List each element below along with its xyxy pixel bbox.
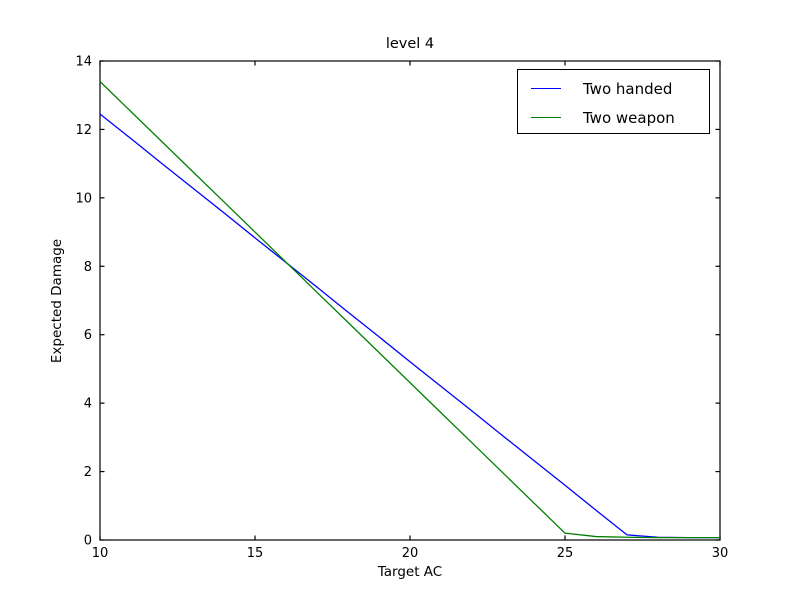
legend-label: Two handed bbox=[583, 79, 673, 98]
chart-title: level 4 bbox=[385, 36, 435, 52]
data-line-two-weapon bbox=[99, 81, 720, 539]
legend-line-sample-green bbox=[531, 117, 561, 118]
x-tick-label: 30 bbox=[712, 546, 729, 561]
y-tick-label: 2 bbox=[84, 465, 92, 480]
legend-line-sample-blue bbox=[531, 88, 561, 89]
y-tick-label: 0 bbox=[84, 534, 92, 549]
x-tick-label: 15 bbox=[247, 546, 264, 561]
y-tick-label: 4 bbox=[84, 397, 92, 412]
y-tick-label: 14 bbox=[75, 55, 92, 70]
y-tick-label: 12 bbox=[75, 123, 92, 138]
legend: Two handed Two weapon bbox=[517, 69, 710, 134]
x-tick-label: 25 bbox=[557, 546, 574, 561]
data-line-two-handed bbox=[99, 113, 720, 539]
x-axis-label: Target AC bbox=[377, 564, 443, 580]
legend-entry-two-handed: Two handed bbox=[518, 74, 709, 103]
x-tick-label: 10 bbox=[92, 546, 109, 561]
y-tick-label: 6 bbox=[84, 328, 92, 343]
legend-entry-two-weapon: Two weapon bbox=[518, 103, 709, 132]
x-tick-label: 20 bbox=[402, 546, 419, 561]
legend-label: Two weapon bbox=[583, 108, 675, 127]
y-tick-label: 8 bbox=[84, 260, 92, 275]
y-axis-label: Expected Damage bbox=[49, 238, 65, 364]
y-tick-label: 10 bbox=[75, 191, 92, 206]
